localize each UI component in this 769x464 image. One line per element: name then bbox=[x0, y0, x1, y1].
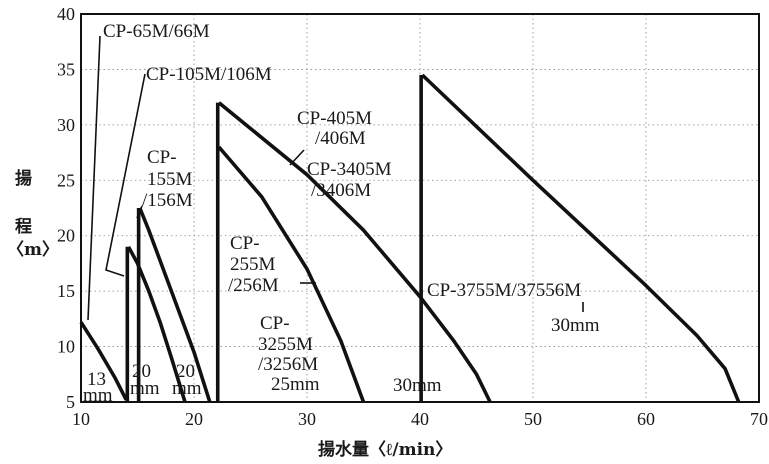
label-30mm-a: 30mm bbox=[393, 375, 442, 396]
y-tick-25: 25 bbox=[57, 170, 75, 190]
label-cp105: CP-105M/106M bbox=[146, 64, 272, 85]
label-cp3255-1: CP- bbox=[260, 313, 290, 334]
y-tick-15: 15 bbox=[57, 281, 75, 301]
x-tick-20: 20 bbox=[185, 409, 203, 429]
label-cp65: CP-65M/66M bbox=[103, 21, 210, 42]
label-cp155-3: /156M bbox=[142, 190, 193, 211]
label-cp3405-2: /3406M bbox=[311, 180, 371, 201]
label-cp255-2: 255M bbox=[230, 254, 276, 275]
leader-cp405 bbox=[289, 149, 305, 166]
label-13mm-1: 13 bbox=[87, 369, 106, 390]
label-20mm-a-2: mm bbox=[130, 378, 160, 399]
x-tick-10: 10 bbox=[72, 409, 90, 429]
annotations: CP-65M/66M CP-105M/106M CP- 155M /156M C… bbox=[83, 21, 600, 406]
y-tick-20: 20 bbox=[57, 226, 75, 246]
series-line-2 bbox=[126, 245, 187, 403]
y-tick-5: 5 bbox=[66, 392, 75, 412]
series-line-6 bbox=[421, 73, 741, 403]
curves bbox=[79, 73, 741, 403]
y-axis-title-line3: 〈m〉 bbox=[7, 239, 59, 260]
labels: 揚 程 〈m〉 揚水量〈ℓ/min〉 CP-65M/66M CP-105M/10… bbox=[7, 21, 600, 460]
y-tick-10: 10 bbox=[57, 337, 75, 357]
y-tick-40: 40 bbox=[57, 4, 75, 24]
label-cp405-2: /406M bbox=[315, 128, 366, 149]
y-tick-30: 30 bbox=[57, 115, 75, 135]
plot-frame bbox=[80, 13, 760, 403]
label-13mm-2: mm bbox=[83, 385, 113, 406]
y-axis-title: 揚 程 〈m〉 bbox=[7, 169, 59, 260]
label-cp3255-4: 25mm bbox=[271, 374, 320, 395]
y-axis-title-line2: 程 bbox=[15, 217, 32, 237]
label-20mm-a-1: 20 bbox=[132, 361, 151, 382]
leader-cp155 bbox=[136, 205, 143, 219]
label-cp405-1: CP-405M bbox=[297, 108, 372, 129]
series-line-1 bbox=[79, 321, 128, 401]
leader-cp105 bbox=[105, 73, 146, 277]
label-cp3255-2: 3255M bbox=[258, 334, 313, 355]
x-tick-60: 60 bbox=[637, 409, 655, 429]
label-cp155-1: CP- bbox=[147, 147, 177, 168]
series-line-4 bbox=[217, 145, 366, 403]
y-tick-35: 35 bbox=[57, 59, 75, 79]
x-axis-title: 揚水量〈ℓ/min〉 bbox=[318, 439, 452, 460]
label-cp3255-3: /3256M bbox=[258, 354, 318, 375]
label-30mm-b: 30mm bbox=[551, 315, 600, 336]
label-20mm-b-2: mm bbox=[172, 378, 202, 399]
label-20mm-b-1: 20 bbox=[176, 361, 195, 382]
x-tick-40: 40 bbox=[411, 409, 429, 429]
x-tick-50: 50 bbox=[524, 409, 542, 429]
leader-cp65 bbox=[87, 35, 101, 321]
x-tick-30: 30 bbox=[298, 409, 316, 429]
label-cp255-1: CP- bbox=[230, 233, 260, 254]
label-cp155-2: 155M bbox=[147, 169, 193, 190]
label-cp3405-1: CP-3405M bbox=[307, 159, 392, 180]
leader-lines bbox=[87, 35, 584, 321]
y-axis-title-line1: 揚 bbox=[15, 169, 32, 189]
label-cp3755: CP-3755M/37556M bbox=[427, 280, 581, 301]
label-cp255-3: /256M bbox=[228, 275, 279, 296]
series-line-3 bbox=[138, 207, 212, 403]
x-tick-70: 70 bbox=[750, 409, 768, 429]
